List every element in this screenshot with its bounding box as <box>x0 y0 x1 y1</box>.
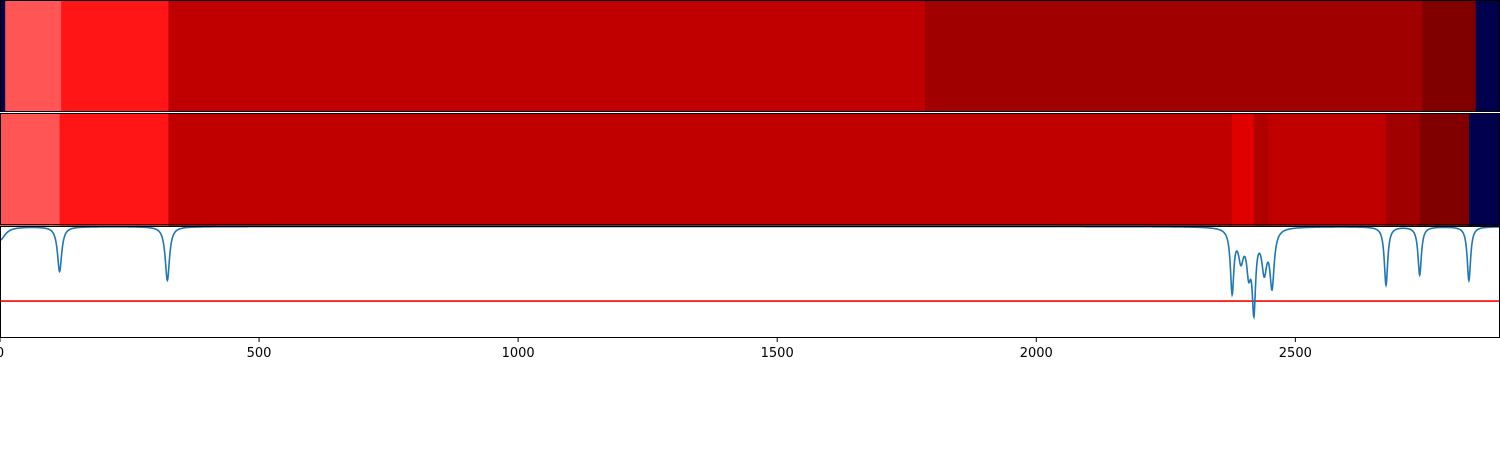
heatmap-cell-bottom-4 <box>1253 113 1269 226</box>
heatmap-cell-bottom-2 <box>168 113 1233 226</box>
heatmap-cell-bottom-6 <box>1386 113 1421 226</box>
heatmap-cell-top-2 <box>61 0 169 112</box>
x-axis: 0 500 1000 1500 2000 2500 <box>0 338 1312 361</box>
x-tick-label-3: 1500 <box>761 346 794 361</box>
heatmap-cell-top-3 <box>168 0 926 112</box>
series-line <box>0 225 1500 320</box>
heatmap-cell-top-4 <box>924 0 1423 112</box>
heatmap-cell-bottom-3 <box>1232 113 1255 226</box>
line-plot-frame <box>0 226 1500 338</box>
heatmap-cell-top-5 <box>1422 0 1477 112</box>
x-tick-label-1: 500 <box>247 346 272 361</box>
heatmap-band-top <box>0 0 1500 112</box>
heatmap-cell-top-0 <box>0 0 6 112</box>
heatmap-band-bottom <box>0 113 1500 226</box>
heatmap-cell-bottom-5 <box>1268 113 1387 226</box>
heatmap-cell-bottom-7 <box>1419 113 1470 226</box>
heatmap-cell-top-1 <box>5 0 62 112</box>
line-plot-panel <box>0 225 1500 338</box>
x-tick-label-5: 2500 <box>1279 346 1312 361</box>
heatmap-cell-top-6 <box>1475 0 1500 112</box>
heatmap-cell-bottom-0 <box>0 113 61 226</box>
heatmap-cell-bottom-1 <box>59 113 169 226</box>
x-tick-label-2: 1000 <box>502 346 535 361</box>
x-tick-label-4: 2000 <box>1020 346 1053 361</box>
x-tick-label-0: 0 <box>0 346 4 361</box>
heatmap-cell-bottom-8 <box>1468 113 1500 226</box>
